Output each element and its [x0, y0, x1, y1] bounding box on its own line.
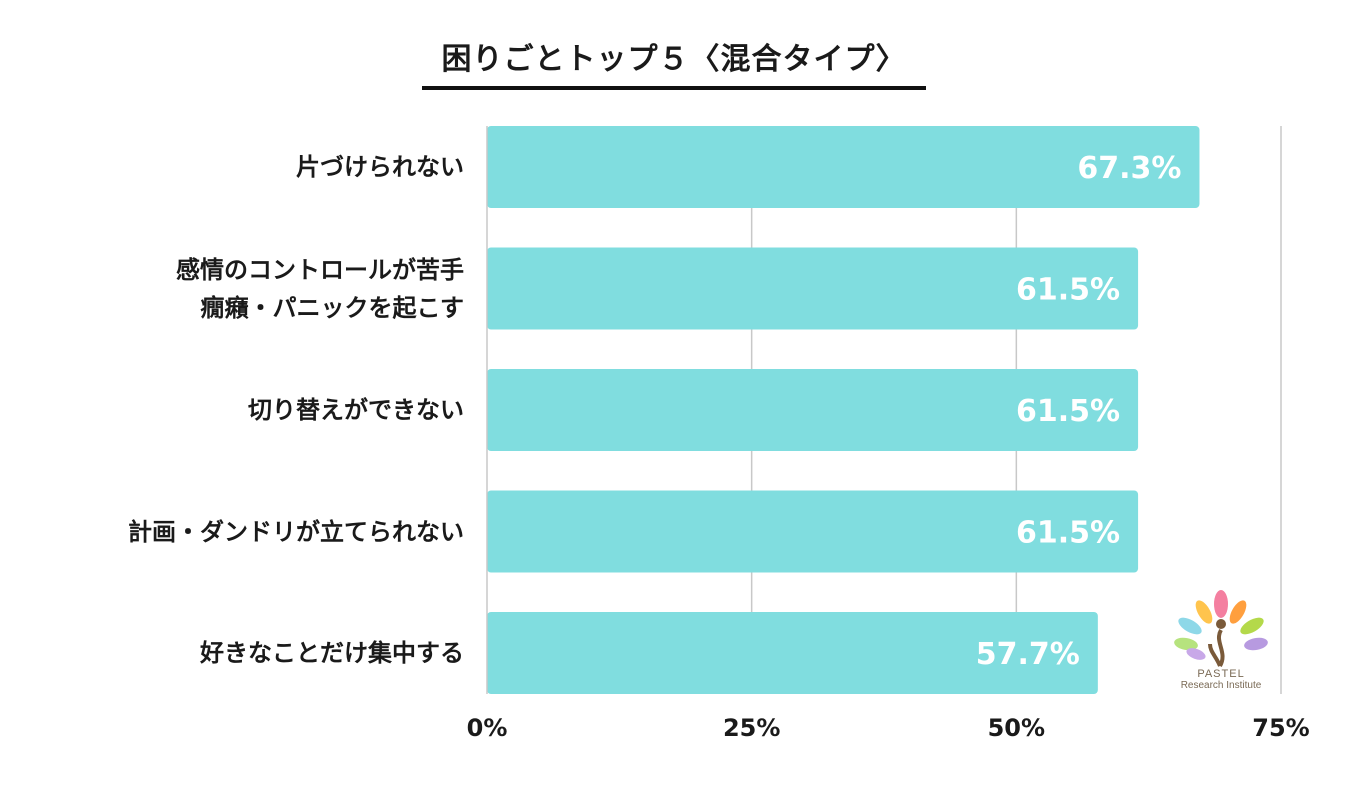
category-label: 片づけられない: [24, 148, 464, 186]
chart-title-block: 困りごとトップ５〈混合タイプ〉: [422, 38, 926, 90]
x-tick-label: 0%: [467, 714, 508, 742]
bar: [487, 490, 1139, 573]
x-tick-label: 50%: [988, 714, 1045, 742]
bar-value-label: 67.3%: [1077, 151, 1181, 186]
category-label-line: 切り替えができない: [248, 396, 464, 424]
chart-title: 困りごとトップ５〈混合タイプ〉: [441, 42, 907, 77]
logo-name: PASTEL: [1197, 668, 1245, 680]
bar: [487, 369, 1139, 451]
bar-value-label: 61.5%: [1016, 273, 1120, 308]
category-label: 好きなことだけ集中する: [24, 634, 464, 672]
bar-value-label: 61.5%: [1016, 394, 1120, 429]
title-underline: [422, 86, 926, 90]
category-label: 切り替えができない: [24, 391, 464, 429]
bar: [487, 612, 1098, 694]
bar-value-label: 61.5%: [1016, 516, 1120, 551]
bar: [487, 247, 1139, 330]
category-label-line: 片づけられない: [296, 153, 464, 181]
category-label-line: 好きなことだけ集中する: [200, 639, 464, 667]
category-label-line: 癇癪・パニックを起こす: [200, 293, 464, 322]
category-label-line: 計画・ダンドリが立てられない: [128, 517, 464, 546]
logo-subtitle: Research Institute: [1180, 680, 1262, 691]
bar-value-label: 57.7%: [976, 637, 1080, 672]
pastel-logo-icon: [1174, 590, 1268, 667]
bar: [487, 126, 1200, 208]
category-label: 計画・ダンドリが立てられない: [24, 513, 464, 551]
x-tick-label: 75%: [1252, 714, 1309, 742]
x-tick-label: 25%: [723, 714, 780, 742]
category-label-line: 感情のコントロールが苦手: [176, 255, 464, 284]
category-label: 感情のコントロールが苦手癇癪・パニックを起こす: [24, 251, 464, 327]
